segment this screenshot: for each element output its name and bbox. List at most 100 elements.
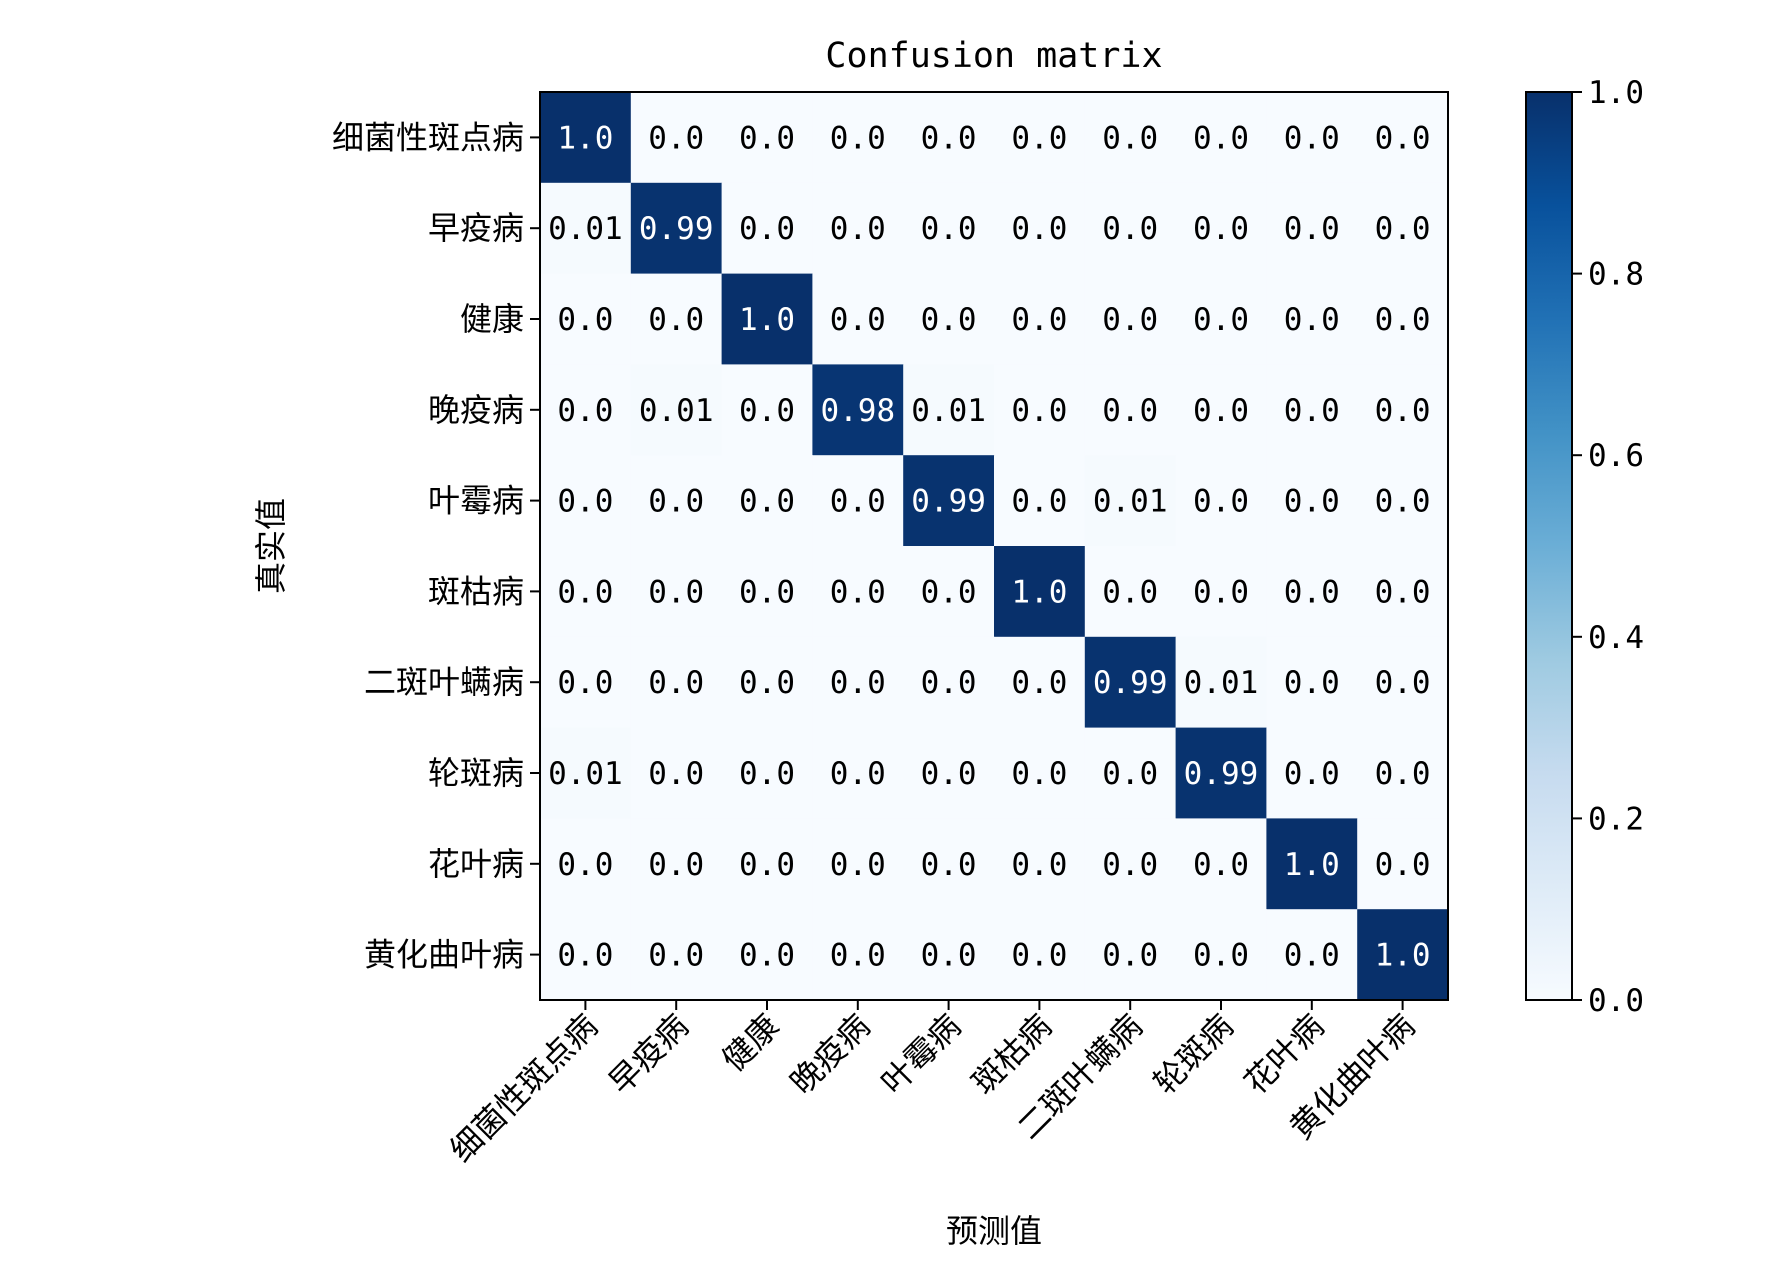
x-axis-label: 预测值 — [946, 1212, 1042, 1250]
cell-value-label: 0.0 — [557, 574, 613, 610]
heatmap-cell — [1175, 92, 1267, 184]
heatmap-cell — [994, 636, 1086, 729]
cell-value-label: 0.0 — [1284, 120, 1340, 156]
cell-value-label: 0.98 — [820, 393, 895, 429]
cell-value-label: 0.0 — [1375, 120, 1431, 156]
heatmap-cell — [994, 92, 1086, 184]
heatmap-cell — [1357, 92, 1449, 184]
x-tick-label: 细菌性斑点病 — [442, 1007, 605, 1170]
y-tick-label: 晚疫病 — [428, 391, 524, 429]
heatmap-cell — [1175, 455, 1267, 547]
cell-value-label: 0.0 — [1284, 484, 1340, 520]
heatmap-cell — [1266, 818, 1358, 910]
y-tick-label: 健康 — [460, 300, 524, 338]
colorbar-tick-label: 1.0 — [1588, 75, 1644, 111]
heatmap-cell — [1266, 273, 1358, 365]
cell-value-label: 0.0 — [648, 484, 704, 520]
cell-value-label: 0.0 — [739, 847, 795, 883]
cell-value-label: 0.0 — [557, 938, 613, 974]
heatmap-cell — [721, 92, 813, 184]
heatmap-cell — [721, 546, 813, 638]
cell-value-label: 0.0 — [1193, 938, 1249, 974]
heatmap-cell — [903, 455, 995, 547]
cell-value-label: 0.0 — [1375, 574, 1431, 610]
heatmap-cell — [903, 273, 995, 365]
colorbar-tick-label: 0.6 — [1588, 438, 1644, 474]
heatmap-cell — [903, 364, 995, 456]
heatmap-cell — [1175, 546, 1267, 638]
heatmap-cell — [903, 636, 995, 729]
heatmap-cell — [540, 92, 632, 184]
cell-value-label: 0.0 — [648, 120, 704, 156]
heatmap-cell — [1266, 92, 1358, 184]
cell-value-label: 0.99 — [1093, 665, 1168, 701]
heatmap-cell — [540, 546, 632, 638]
cell-value-label: 0.0 — [830, 756, 886, 792]
heatmap-cell — [630, 455, 723, 547]
heatmap-cell — [540, 455, 632, 547]
heatmap-cell — [630, 909, 723, 1001]
heatmap-cell — [721, 364, 813, 456]
heatmap-cell — [812, 818, 904, 910]
cell-value-label: 0.0 — [1011, 211, 1067, 247]
cell-value-label: 0.0 — [1102, 211, 1158, 247]
heatmap-cell — [1084, 636, 1177, 729]
cell-value-label: 0.0 — [557, 665, 613, 701]
cell-value-label: 0.0 — [921, 302, 977, 338]
heatmap-cell — [721, 727, 813, 819]
cell-value-label: 0.0 — [1375, 847, 1431, 883]
cell-value-label: 0.0 — [1102, 847, 1158, 883]
heatmap-cell — [1357, 727, 1449, 819]
y-axis-label: 真实值 — [252, 498, 290, 594]
heatmap-cell — [1084, 727, 1177, 819]
cell-value-label: 0.0 — [921, 665, 977, 701]
heatmap-cell — [1084, 818, 1177, 910]
cell-value-label: 0.0 — [921, 211, 977, 247]
colorbar: 0.0 0.2 0.4 0.6 0.8 1.0 — [1525, 75, 1644, 1019]
cell-value-label: 0.0 — [557, 393, 613, 429]
cell-value-label: 0.0 — [830, 847, 886, 883]
cell-value-label: 0.0 — [648, 665, 704, 701]
cell-value-label: 0.0 — [1011, 120, 1067, 156]
cell-value-label: 0.0 — [921, 574, 977, 610]
cell-value-label: 0.01 — [639, 393, 714, 429]
heatmap-cell — [1175, 273, 1267, 365]
heatmap-cell — [540, 909, 632, 1001]
cell-value-label: 0.0 — [739, 211, 795, 247]
cell-value-label: 0.0 — [1102, 393, 1158, 429]
heatmap-cell — [903, 546, 995, 638]
cell-value-label: 0.01 — [911, 393, 986, 429]
cell-value-label: 0.0 — [1375, 756, 1431, 792]
heatmap-cell — [1084, 92, 1177, 184]
heatmap-cell — [540, 273, 632, 365]
heatmap-cell — [630, 818, 723, 910]
cell-value-label: 0.0 — [739, 938, 795, 974]
cell-value-label: 0.0 — [921, 756, 977, 792]
heatmap-cell — [1175, 909, 1267, 1001]
heatmap-cell — [630, 364, 723, 456]
heatmap-cell — [1084, 182, 1177, 275]
colorbar-ticks: 0.0 0.2 0.4 0.6 0.8 1.0 — [1572, 75, 1644, 1019]
heatmap-cell — [812, 182, 904, 275]
heatmap-cell — [994, 273, 1086, 365]
x-tick-label: 早疫病 — [601, 1007, 696, 1102]
heatmap-cell — [1357, 182, 1449, 275]
heatmap-cell — [1357, 273, 1449, 365]
heatmap-cell — [994, 818, 1086, 910]
heatmap-cell — [994, 727, 1086, 819]
heatmap-cell — [1357, 909, 1449, 1001]
cell-value-label: 0.0 — [739, 574, 795, 610]
cell-value-label: 0.0 — [739, 665, 795, 701]
cell-value-label: 0.0 — [921, 938, 977, 974]
cell-value-label: 0.0 — [739, 756, 795, 792]
heatmap-cell — [540, 818, 632, 910]
heatmap-cell — [721, 182, 813, 275]
heatmap-cell — [540, 727, 632, 819]
y-tick-label: 二斑叶螨病 — [364, 663, 524, 701]
cell-value-label: 0.01 — [1093, 484, 1168, 520]
cell-value-label: 0.0 — [1193, 302, 1249, 338]
colorbar-tick-label: 0.2 — [1588, 801, 1644, 837]
heatmap-cell — [903, 92, 995, 184]
heatmap-cell — [1084, 364, 1177, 456]
